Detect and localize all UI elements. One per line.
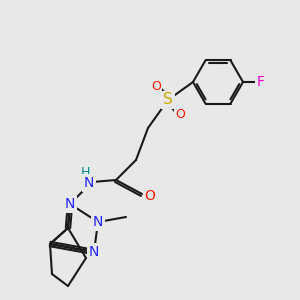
Text: N: N bbox=[93, 215, 103, 229]
Text: H: H bbox=[80, 166, 90, 178]
Text: N: N bbox=[65, 197, 75, 211]
Text: S: S bbox=[163, 92, 173, 107]
Text: F: F bbox=[257, 75, 265, 89]
Text: N: N bbox=[89, 245, 99, 259]
Text: O: O bbox=[151, 80, 161, 92]
Text: O: O bbox=[145, 189, 155, 203]
Text: O: O bbox=[175, 107, 185, 121]
Text: N: N bbox=[84, 176, 94, 190]
